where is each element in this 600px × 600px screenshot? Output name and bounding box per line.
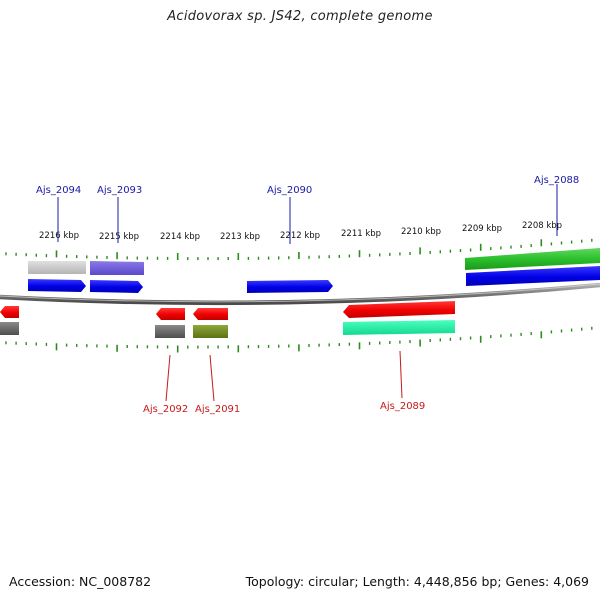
- gene-label-minus[interactable]: Ajs_2091: [195, 404, 240, 415]
- gene-label-minus[interactable]: Ajs_2089: [380, 401, 425, 412]
- kbp-label: 2209 kbp: [462, 224, 502, 234]
- gene-arrow-ajs-2092[interactable]: [156, 308, 185, 320]
- kbp-label: 2210 kbp: [401, 227, 441, 237]
- gene-arrow-ajs-2091[interactable]: [193, 308, 228, 320]
- plus-gene-labels: Ajs_2094 Ajs_2093 Ajs_2090 Ajs_2088: [36, 175, 579, 244]
- kbp-label: 2211 kbp: [341, 229, 381, 239]
- inner-tick-row: [5, 326, 593, 353]
- accession-text: Accession: NC_008782: [9, 574, 152, 589]
- gene-arrow-ajs-2094[interactable]: [28, 279, 86, 292]
- gene-feature-green-ajs-2088[interactable]: [465, 248, 600, 270]
- leader-line: [399, 350, 403, 399]
- gene-label-plus[interactable]: Ajs_2094: [36, 185, 81, 196]
- gene-feature-purple[interactable]: [90, 261, 144, 275]
- kbp-label: 2216 kbp: [39, 231, 79, 241]
- gene-arrow-ajs-2089[interactable]: [343, 301, 455, 318]
- gene-feature-dark-gray[interactable]: [0, 322, 19, 335]
- gene-arrow-partial[interactable]: [0, 306, 19, 318]
- leader-line: [165, 354, 171, 402]
- gene-label-minus[interactable]: Ajs_2092: [143, 404, 188, 415]
- map-title: Acidovorax sp. JS42, complete genome: [167, 9, 433, 24]
- gene-feature-teal[interactable]: [343, 320, 455, 335]
- minus-strand-track: [0, 301, 455, 338]
- gene-feature-dark-gray[interactable]: [155, 325, 185, 338]
- kbp-label: 2215 kbp: [99, 232, 139, 242]
- plus-strand-track: [28, 248, 600, 293]
- genome-summary-text: Topology: circular; Length: 4,448,856 bp…: [245, 574, 589, 589]
- gene-arrow-ajs-2090[interactable]: [247, 280, 333, 293]
- gene-label-plus[interactable]: Ajs_2088: [534, 175, 579, 186]
- gene-arrow-ajs-2088[interactable]: [466, 266, 600, 286]
- gene-label-plus[interactable]: Ajs_2090: [267, 185, 312, 196]
- kbp-scale: 2216 kbp 2215 kbp 2214 kbp 2213 kbp 2212…: [39, 221, 562, 242]
- leader-line: [209, 354, 215, 402]
- gene-label-plus[interactable]: Ajs_2093: [97, 185, 142, 196]
- genome-backbone: [0, 282, 600, 306]
- gene-feature-gray[interactable]: [28, 261, 86, 274]
- kbp-label: 2213 kbp: [220, 232, 260, 242]
- gene-arrow-ajs-2093[interactable]: [90, 280, 143, 293]
- minus-gene-labels: Ajs_2092 Ajs_2091 Ajs_2089: [143, 350, 425, 415]
- kbp-label: 2212 kbp: [280, 231, 320, 241]
- kbp-label: 2208 kbp: [522, 221, 562, 231]
- gene-feature-olive[interactable]: [193, 325, 228, 338]
- outer-tick-row: [5, 238, 593, 261]
- kbp-label: 2214 kbp: [160, 232, 200, 242]
